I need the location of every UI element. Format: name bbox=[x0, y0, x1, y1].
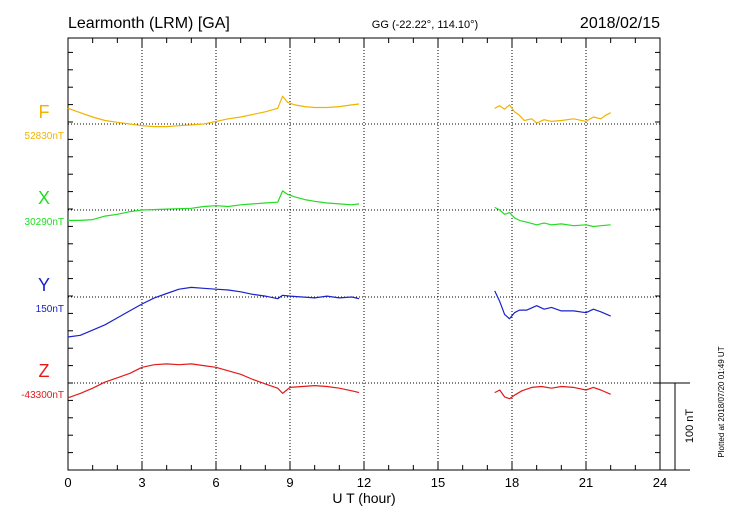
series-line-x bbox=[494, 206, 611, 228]
x-tick-label: 3 bbox=[138, 475, 145, 490]
series-baseline-x: 30290nT bbox=[25, 217, 64, 228]
series-line-y bbox=[494, 290, 611, 320]
x-tick-label: 6 bbox=[212, 475, 219, 490]
series-name-y: Y bbox=[38, 275, 50, 295]
series-baseline-f: 52830nT bbox=[25, 131, 64, 142]
series-baseline-z: -43300nT bbox=[21, 390, 64, 401]
series-baseline-y: 150nT bbox=[36, 304, 64, 315]
x-tick-label: 12 bbox=[357, 475, 371, 490]
x-tick-label: 9 bbox=[286, 475, 293, 490]
series-name-f: F bbox=[39, 102, 50, 122]
x-tick-labels: 0 3 6 9 12 15 18 21 24 bbox=[64, 475, 667, 490]
series-name-z: Z bbox=[39, 361, 50, 381]
series-lines bbox=[67, 95, 611, 400]
x-tick-label: 24 bbox=[653, 475, 667, 490]
coordinates-label: GG (-22.22°, 114.10°) bbox=[372, 19, 478, 31]
x-tick-label: 0 bbox=[64, 475, 71, 490]
series-line-f bbox=[67, 95, 360, 128]
x-tick-label: 18 bbox=[505, 475, 519, 490]
x-axis-label: U T (hour) bbox=[332, 490, 395, 506]
x-tick-label: 15 bbox=[431, 475, 445, 490]
series-line-f bbox=[494, 104, 611, 124]
x-tick-label: 21 bbox=[579, 475, 593, 490]
series-name-x: X bbox=[38, 188, 50, 208]
series-labels: F 52830nT X 30290nT Y 150nT Z -43300nT bbox=[21, 102, 64, 401]
scale-bar: 100 nT bbox=[653, 382, 696, 471]
plotted-at-note: Plotted at 2018/07/20 01:49 UT bbox=[717, 346, 726, 457]
series-line-z bbox=[494, 385, 611, 400]
series-line-z bbox=[67, 363, 360, 399]
scale-bar-label: 100 nT bbox=[684, 409, 696, 444]
station-title: Learmonth (LRM) [GA] bbox=[68, 15, 230, 32]
grid-lines bbox=[68, 38, 660, 470]
date-label: 2018/02/15 bbox=[580, 15, 660, 32]
series-line-y bbox=[67, 286, 360, 338]
series-line-x bbox=[68, 190, 360, 221]
